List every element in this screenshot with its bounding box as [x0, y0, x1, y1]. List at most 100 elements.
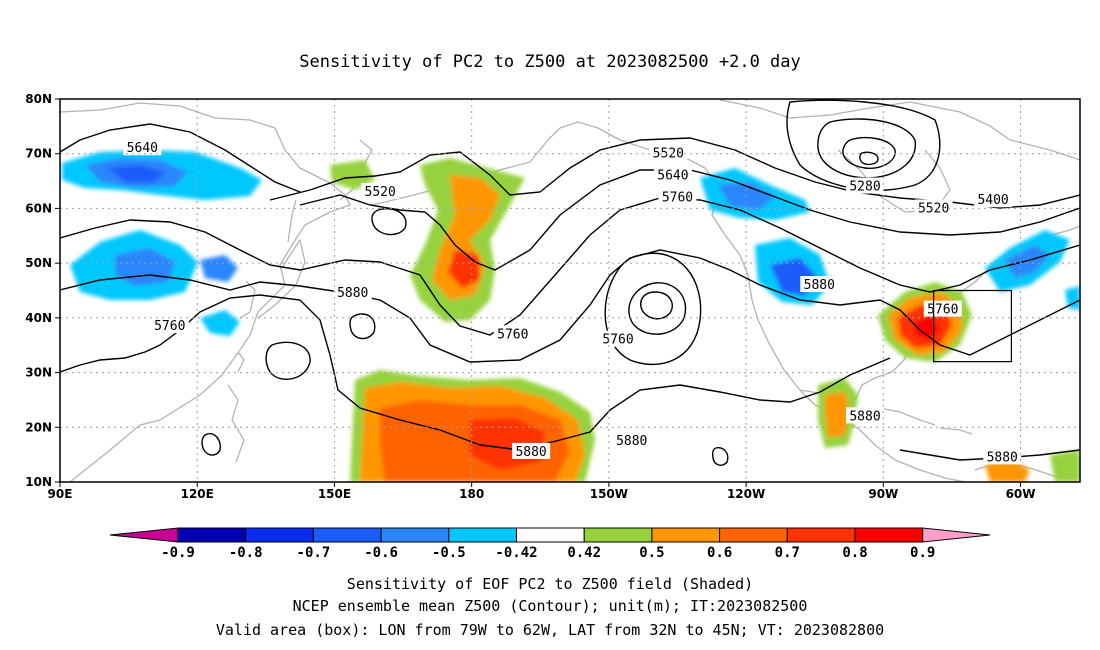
- colorbar-segment: [245, 527, 314, 543]
- lon-tick-label: 150E: [318, 487, 351, 501]
- contour-label: 5880: [616, 434, 647, 449]
- contour-small-pacific-east: [711, 447, 729, 466]
- colorbar-segment: [516, 527, 585, 543]
- colorbar-segment: [719, 527, 788, 543]
- contour-5760-north: [60, 197, 1080, 336]
- lon-tick-label: 120W: [727, 487, 765, 501]
- colorbar: -0.9 -0.8 -0.7 -0.6 -0.5 -0.42 0.42 0.5 0.6 0.7 0.…: [109, 527, 991, 561]
- contour-label-bg: [653, 166, 692, 183]
- lon-tick-label: 90E: [48, 487, 73, 501]
- contour-label-bg: [512, 442, 551, 459]
- contour-low-okhotsk: [371, 208, 407, 236]
- colorbar-segment: [786, 527, 856, 543]
- contour-label: 5400: [977, 193, 1008, 208]
- map-frame: [59, 98, 1081, 483]
- colorbar-level-label: -0.42: [495, 545, 537, 561]
- colorbar-level-label: -0.6: [364, 545, 398, 561]
- colorbar-level-label: -0.5: [432, 545, 466, 561]
- contour-label-bg: [150, 317, 189, 334]
- contour-label: 5880: [515, 445, 546, 460]
- contour-label: 5880: [804, 278, 835, 293]
- colorbar-segment: [651, 527, 721, 543]
- caption-line-2: NCEP ensemble mean Z500 (Contour); unit(…: [293, 597, 808, 615]
- contour-small-nw-pacific: [349, 313, 376, 340]
- contour-label-bg: [983, 448, 1022, 465]
- contour-5640-west: [60, 123, 301, 193]
- contour-label-bg: [800, 276, 839, 293]
- contour-label-bg: [123, 139, 162, 156]
- gridlines: [60, 99, 1080, 482]
- lat-tick-label: 40N: [25, 311, 52, 325]
- contour-5880-south: [60, 294, 891, 451]
- contour-low-pacific-1: [604, 252, 702, 366]
- contour-label: 5520: [918, 201, 949, 216]
- contour-small-china: [265, 341, 311, 380]
- colorbar-level-label: 0.9: [910, 545, 935, 561]
- negative-region-siberia: [62, 150, 262, 200]
- colorbar-extend-high: [922, 527, 991, 543]
- contour-label: 5760: [154, 319, 185, 334]
- coastline-cuba: [879, 407, 936, 426]
- coastline-sakhalin: [287, 199, 297, 243]
- coastline-taiwan: [237, 351, 245, 373]
- contour-label: 5760: [927, 303, 958, 318]
- lat-tick-label: 70N: [25, 147, 52, 161]
- lon-tick-label: 120E: [181, 487, 214, 501]
- positive-region-gulf: [818, 378, 858, 448]
- coastline-philippines: [227, 384, 245, 463]
- lon-tick-label: 150W: [590, 487, 628, 501]
- coastlines: [60, 99, 1080, 482]
- coastline-na-west: [724, 234, 816, 406]
- valid-area-box: [933, 289, 1012, 363]
- contour-label: 5880: [849, 409, 880, 424]
- coastline-hispaniola: [939, 427, 973, 435]
- colorbar-level-label: -0.9: [161, 545, 195, 561]
- contour-5880-caribbean: [899, 449, 1080, 461]
- contour-low-arctic-3: [842, 137, 896, 169]
- contour-5640-mid: [299, 169, 1080, 271]
- contour-5880-upper: [60, 249, 1080, 363]
- contour-label-bg: [333, 284, 372, 301]
- contour-label-bg: [974, 191, 1013, 208]
- colorbar-level-label: 0.7: [775, 545, 800, 561]
- colorbar-segment: [583, 527, 653, 543]
- lon-tick-label: 90W: [868, 487, 898, 501]
- colorbar-level-label: 0.6: [707, 545, 732, 561]
- lat-tick-label: 10N: [25, 475, 52, 489]
- longitude-axis: 90E 120E 150E 180 150W 120W 90W 60W: [48, 482, 1036, 501]
- caption-line-1: Sensitivity of EOF PC2 to Z500 field (Sh…: [347, 575, 753, 593]
- contour-low-arctic-4: [859, 151, 879, 166]
- contour-low-pacific-3: [640, 291, 673, 320]
- contour-label: 5520: [365, 185, 396, 200]
- colorbar-segment: [380, 527, 450, 543]
- contour-label-bg: [649, 144, 688, 161]
- colorbar-segment: [312, 527, 382, 543]
- contour-label: 5640: [657, 169, 688, 184]
- colorbar-segment: [448, 527, 517, 543]
- contour-label-bg: [612, 431, 651, 448]
- lat-tick-label: 30N: [25, 366, 52, 380]
- lat-tick-label: 80N: [25, 92, 52, 106]
- colorbar-level-label: -0.8: [229, 545, 263, 561]
- contour-label-bg: [846, 407, 885, 424]
- colorbar-level-label: 0.42: [567, 545, 601, 561]
- colorbar-level-label: 0.8: [842, 545, 867, 561]
- contour-label-bg: [846, 177, 885, 194]
- contour-label-bg: [658, 188, 697, 205]
- contour-label: 5520: [653, 147, 684, 162]
- contour-label: 5760: [662, 190, 693, 205]
- lon-tick-label: 180: [459, 487, 484, 501]
- lat-tick-label: 60N: [25, 201, 52, 215]
- coastline-korea: [239, 280, 256, 319]
- latitude-axis: 80N 70N 60N 50N 40N 30N 20N 10N: [25, 92, 60, 489]
- contour-low-pacific-2: [628, 282, 687, 335]
- contour-label-bg: [493, 325, 532, 342]
- contour-labels: 5640 5520 5520 5640 5760 5880 5760 5760 5760 5280…: [123, 139, 1022, 465]
- contour-low-arctic-1: [786, 99, 941, 191]
- map-panel: 5640 5520 5520 5640 5760 5880 5760 5760 5760 5280…: [59, 98, 1081, 483]
- contour-small-taiwan: [201, 433, 221, 456]
- coastline-japan: [257, 239, 306, 319]
- map-title: Sensitivity of PC2 to Z500 at 2023082500…: [299, 52, 801, 72]
- lat-tick-label: 20N: [25, 420, 52, 434]
- contour-label: 5760: [602, 333, 633, 348]
